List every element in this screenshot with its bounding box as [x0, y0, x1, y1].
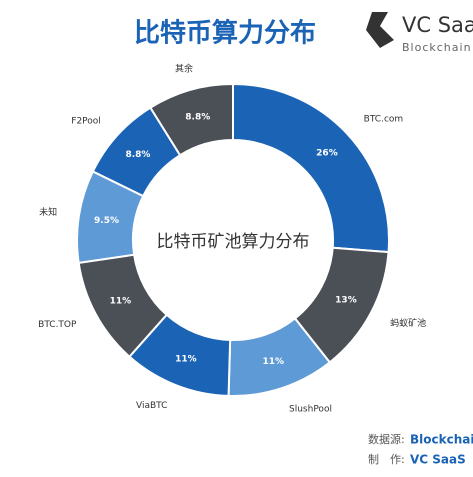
- value-label: 11%: [263, 357, 285, 367]
- logo: VC SaaS Blockchain: [366, 12, 473, 54]
- logo-name: VC SaaS: [402, 13, 473, 37]
- center-label: 比特币矿池算力分布: [157, 232, 310, 252]
- category-label: 其余: [175, 62, 193, 74]
- category-label: BTC.TOP: [38, 320, 77, 330]
- source: Blockchain.in: [410, 433, 473, 447]
- category-label: 蚂蚁矿池: [390, 317, 426, 329]
- category-label: BTC.com: [364, 115, 404, 125]
- value-label: 13%: [335, 296, 357, 306]
- category-label: 未知: [39, 206, 57, 218]
- category-label: ViaBTC: [136, 401, 167, 411]
- donut-segment: [232, 82, 390, 254]
- value-label: 11%: [175, 354, 197, 364]
- source-label: 数据源:: [368, 432, 405, 446]
- category-label: F2Pool: [71, 116, 101, 126]
- value-label: 26%: [316, 149, 338, 159]
- logo-tagline: Blockchain: [402, 41, 472, 54]
- logo-icon: [366, 12, 394, 48]
- category-label: SlushPool: [289, 404, 332, 414]
- donut-segment: [149, 82, 234, 157]
- value-label: 8.8%: [185, 112, 210, 122]
- chart-title: 比特币算力分布: [134, 18, 316, 49]
- maker-label: 制 作:: [368, 453, 405, 466]
- value-label: 8.8%: [125, 150, 150, 160]
- value-label: 9.5%: [94, 216, 119, 226]
- value-label: 11%: [110, 296, 132, 306]
- maker: VC SaaS: [410, 453, 466, 467]
